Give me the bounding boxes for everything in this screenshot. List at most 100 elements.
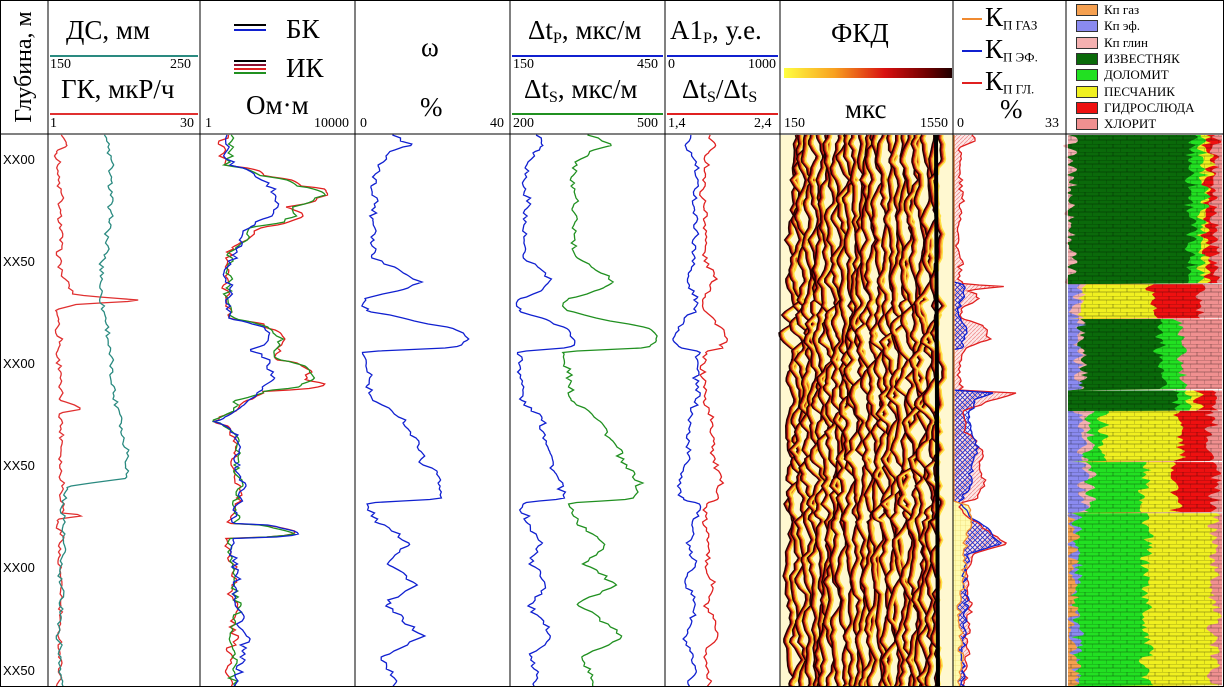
gk-label: ГК, мкР/ч [61, 74, 175, 104]
dt-ratio-label: ΔtS/ΔtS [682, 74, 757, 107]
a1p-label: A1P, у.е. [670, 15, 762, 47]
fkd-wave [843, 134, 861, 687]
fkd-wave [863, 134, 881, 687]
depth-tick-label: XX00 [3, 560, 35, 576]
legend-label: ПЕСЧАНИК [1104, 83, 1175, 99]
kp-legend-main: К [985, 2, 1004, 32]
porosity-min: 0 [360, 116, 367, 131]
fkd-wave [822, 134, 838, 687]
depth-tick-label: XX00 [3, 355, 35, 371]
fkd-wave [872, 134, 893, 687]
curve-t2-1 [212, 134, 327, 687]
gk-max: 30 [180, 116, 194, 131]
lithology-legend-item: ГИДРОСЛЮДА [1076, 99, 1195, 115]
dtp-label-unit: , мкс/м [561, 15, 642, 45]
kp-legend-line [962, 18, 982, 20]
kp-fill-1 [953, 135, 1001, 687]
a1p-label-main: A1 [670, 15, 703, 45]
fkd-wave [826, 134, 842, 687]
fkd-wave [922, 134, 943, 687]
gk-scale-rule [50, 113, 198, 115]
legend-label: Кп газ [1104, 2, 1140, 17]
ik-legend-line [234, 60, 266, 74]
curve-t2-0 [212, 134, 329, 687]
dt-ratio-a: Δt [682, 74, 707, 104]
fkd-image [778, 134, 953, 687]
a1p-label-unit: , у.е. [712, 15, 762, 45]
legend-swatch [1076, 118, 1098, 131]
kp-legend-main: К [985, 66, 1004, 96]
legend-swatch [1076, 101, 1098, 114]
fkd-wave [803, 134, 821, 687]
dtp-label-sub: P [552, 29, 562, 48]
fkd-wave [913, 134, 935, 687]
curve-t5-1 [699, 134, 728, 687]
legend-label: Кп глин [1104, 34, 1148, 50]
fkd-arrival-line [934, 134, 940, 687]
ds-label: ДС, мм [66, 15, 151, 45]
fkd-color-scale [784, 68, 952, 78]
fkd-unit: мкс [845, 94, 887, 124]
fkd-wave [889, 134, 911, 687]
lithology-legend-item: Кп газ [1076, 2, 1140, 17]
kp-legend-main: К [985, 34, 1004, 64]
legend-label: Кп эф. [1104, 18, 1141, 34]
legend-swatch [1076, 52, 1098, 65]
fkd-wave [782, 134, 802, 687]
porosity-label: ω [421, 32, 439, 62]
fkd-wave [787, 134, 805, 687]
kp-legend-sub: П ЭФ. [1003, 49, 1038, 65]
fkd-wave [917, 134, 939, 687]
fkd-wave [921, 134, 941, 687]
porosity-unit: % [420, 92, 443, 122]
gk-min: 1 [50, 116, 57, 131]
fkd-wave [873, 134, 890, 687]
curve-t7-0 [954, 134, 1017, 687]
ik-label: ИК [286, 53, 324, 83]
fkd-wave [825, 134, 841, 687]
kp-legend-label: КП ГАЗ [985, 2, 1038, 33]
dt-ratio-max: 2,4 [754, 116, 772, 131]
dts-label-sub: S [548, 88, 558, 107]
fkd-wave [871, 134, 889, 687]
dt-ratio-sub-a: S [706, 88, 716, 107]
curve-t1-0 [53, 134, 139, 687]
log-curves [53, 134, 1017, 687]
kp-legend-sub: П ГЛ. [1003, 81, 1035, 97]
a1p-min: 0 [668, 57, 675, 72]
dts-label-main: Δt [524, 74, 549, 104]
fkd-wave [855, 134, 875, 687]
kp-min: 0 [957, 116, 964, 131]
dt-ratio-b: /Δt [715, 74, 749, 104]
kp-legend-label: КП ГЛ. [985, 66, 1035, 97]
dts-label: ΔtS, мкс/м [524, 74, 638, 107]
dt-ratio-min: 1,4 [668, 116, 686, 131]
depth-tick-label: XX50 [3, 253, 35, 269]
curve-t4-0 [515, 134, 576, 687]
fkd-wave [823, 134, 839, 687]
depth-tick-label: XX00 [3, 151, 35, 167]
fkd-wave [840, 134, 858, 687]
ds-scale-rule [50, 55, 198, 57]
a1p-max: 1000 [748, 57, 776, 72]
curve-t4-1 [561, 134, 658, 687]
dts-label-unit: , мкс/м [557, 74, 638, 104]
kp-legend-sub: П ГАЗ [1003, 17, 1038, 33]
kp-unit: % [1000, 94, 1023, 124]
fkd-wave [785, 134, 804, 687]
dts-scale-rule [512, 113, 663, 115]
ds-min: 150 [50, 57, 71, 72]
curve-t7-2 [953, 135, 973, 687]
resistivity-unit: Ом·м [246, 90, 309, 120]
fkd-wave [816, 134, 835, 687]
dtp-min: 150 [513, 57, 534, 72]
bk-label: БК [286, 14, 320, 44]
legend-swatch [1076, 20, 1098, 33]
kp-legend-label: КП ЭФ. [985, 34, 1038, 65]
depth-tick-label: XX50 [3, 458, 35, 474]
dtp-max: 450 [637, 57, 658, 72]
fkd-wave [916, 134, 938, 687]
legend-label: ГИДРОСЛЮДА [1104, 99, 1195, 115]
